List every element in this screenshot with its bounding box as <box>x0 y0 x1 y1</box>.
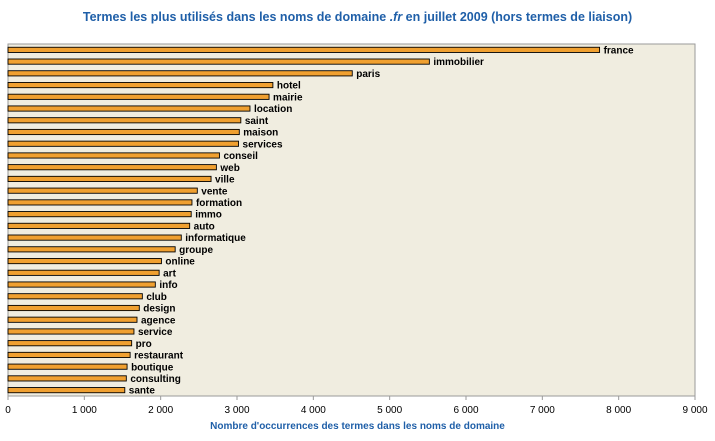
bar-label-informatique: informatique <box>185 233 246 244</box>
bar-restaurant <box>7 351 131 358</box>
bar-info <box>7 281 156 288</box>
bar-club <box>7 293 143 300</box>
x-tick-label-3000: 3 000 <box>224 405 249 416</box>
bar-pro <box>7 340 133 347</box>
x-tick-label-8000: 8 000 <box>606 405 631 416</box>
bar-agence <box>7 316 138 323</box>
bar-label-mairie: mairie <box>273 92 303 103</box>
bar-conseil <box>7 152 220 159</box>
bar-label-maison: maison <box>243 128 278 139</box>
bar-label-web: web <box>219 163 239 174</box>
bar-immo <box>7 211 192 218</box>
bar-label-conseil: conseil <box>223 151 258 162</box>
bar-label-services: services <box>243 139 283 150</box>
bar-label-sante: sante <box>129 386 156 397</box>
x-axis-label-wrap: Nombre d'occurrences des termes dans les… <box>0 421 715 432</box>
bar-france <box>7 46 601 53</box>
bar-label-saint: saint <box>245 116 269 127</box>
bar-label-consulting: consulting <box>130 374 181 385</box>
bar-label-boutique: boutique <box>131 362 174 373</box>
bar-saint <box>7 117 242 124</box>
bar-label-hotel: hotel <box>277 81 301 92</box>
x-axis-label: Nombre d'occurrences des termes dans les… <box>210 421 505 432</box>
bar-ville <box>7 175 212 182</box>
bar-online <box>7 258 162 265</box>
bar-maison <box>7 128 240 136</box>
x-tick-label-5000: 5 000 <box>377 405 402 416</box>
bar-label-club: club <box>146 292 167 303</box>
bar-auto <box>7 222 191 229</box>
x-tick-label-2000: 2 000 <box>148 405 173 416</box>
bar-service <box>7 328 135 335</box>
bar-mairie <box>7 93 270 100</box>
bar-label-pro: pro <box>136 339 152 350</box>
bar-sante <box>7 387 126 394</box>
bar-formation <box>7 199 193 206</box>
bar-label-online: online <box>165 257 195 268</box>
bar-art <box>7 269 160 276</box>
bar-label-groupe: groupe <box>179 245 213 256</box>
bar-label-paris: paris <box>356 69 380 80</box>
x-tick-label-4000: 4 000 <box>301 405 326 416</box>
x-tick-label-1000: 1 000 <box>72 405 97 416</box>
bar-label-immo: immo <box>195 210 222 221</box>
x-tick-label-7000: 7 000 <box>530 405 555 416</box>
bar-design <box>7 304 140 312</box>
bar-label-service: service <box>138 327 173 338</box>
bar-services <box>7 140 239 147</box>
chart-title-suffix: en juillet 2009 (hors termes de liaison) <box>402 10 633 24</box>
bar-label-design: design <box>143 304 175 315</box>
bar-web <box>7 164 217 171</box>
bar-paris <box>7 70 353 77</box>
chart-title: Termes les plus utilisés dans les noms d… <box>0 10 715 24</box>
x-tick-label-9000: 9 000 <box>682 405 707 416</box>
chart-title-main: Termes les plus utilisés dans les noms d… <box>82 10 390 24</box>
bar-label-info: info <box>159 280 177 291</box>
bar-label-auto: auto <box>194 221 215 232</box>
bar-boutique <box>7 363 128 370</box>
bar-location <box>7 105 251 112</box>
bar-immobilier <box>7 58 430 65</box>
bar-label-agence: agence <box>141 315 176 326</box>
bar-label-location: location <box>254 104 292 115</box>
bar-vente <box>7 187 198 194</box>
bar-label-france: france <box>604 45 634 56</box>
bar-label-art: art <box>163 268 176 279</box>
bar-hotel <box>7 82 274 89</box>
chart-title-domain: .fr <box>389 10 403 24</box>
bar-informatique <box>7 234 182 241</box>
x-tick-label-0: 0 <box>5 405 11 416</box>
bar-groupe <box>7 246 176 253</box>
bar-label-ville: ville <box>215 175 235 186</box>
bar-consulting <box>7 375 127 382</box>
bar-label-immobilier: immobilier <box>433 57 484 68</box>
bar-label-restaurant: restaurant <box>134 351 184 362</box>
bar-label-formation: formation <box>196 198 242 209</box>
bar-label-vente: vente <box>201 186 228 197</box>
x-tick-label-6000: 6 000 <box>453 405 478 416</box>
plot-area <box>7 43 696 397</box>
